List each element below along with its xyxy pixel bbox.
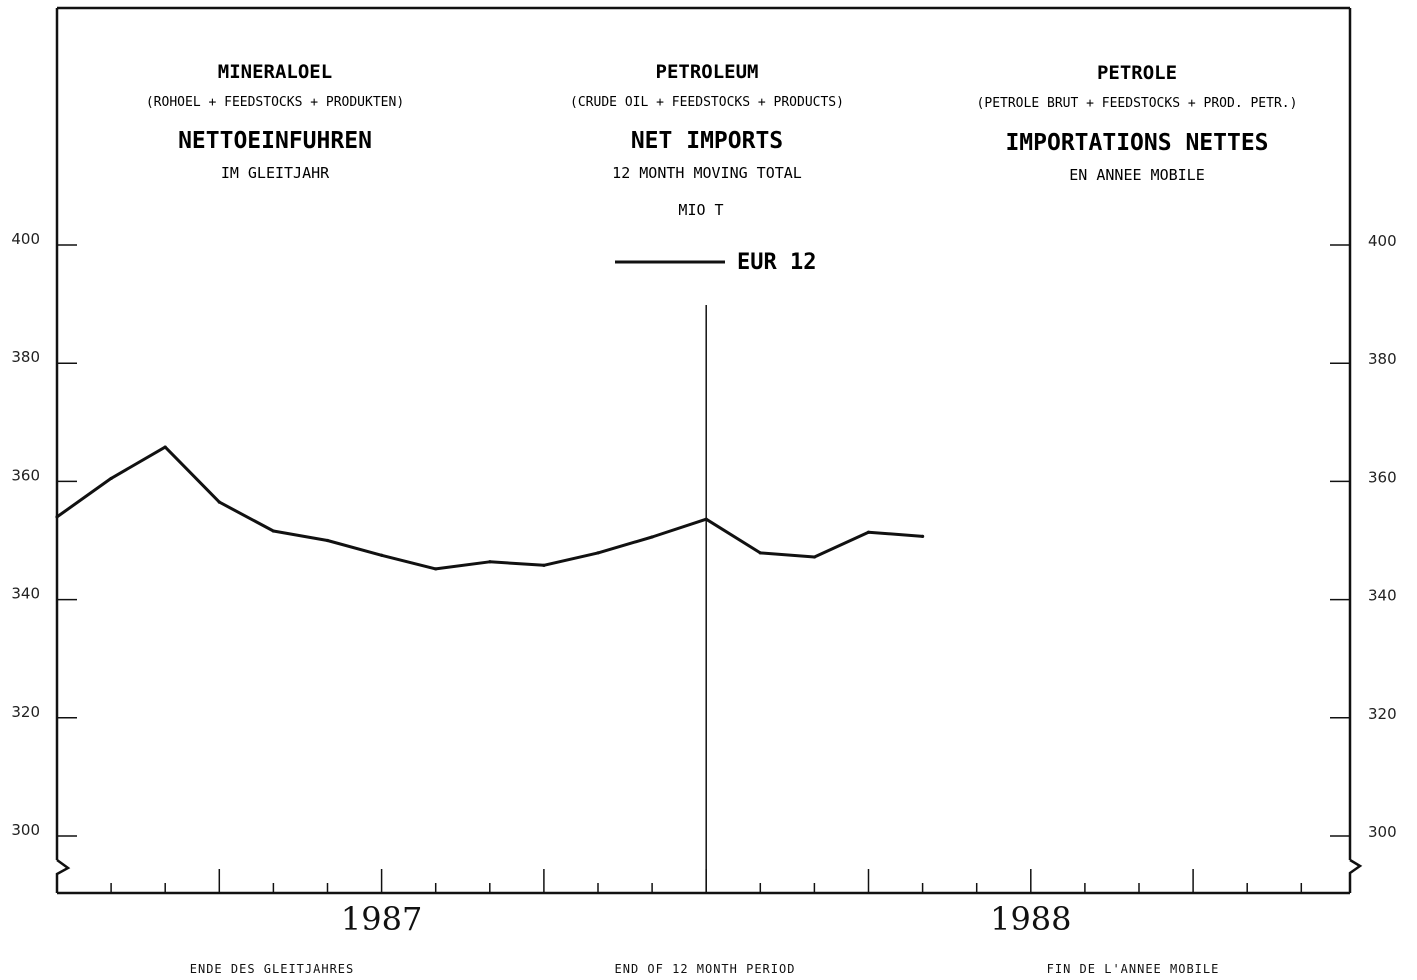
header-fr-title: PETROLE — [1097, 62, 1177, 84]
header-de-subtitle: (ROHOEL + FEEDSTOCKS + PRODUKTEN) — [146, 95, 404, 110]
footer-de: ENDE DES GLEITJAHRES — [190, 962, 355, 976]
y-axis-left: 300 320 340 360 380 400 — [11, 230, 77, 839]
y-tick-label-left-300: 300 — [11, 821, 40, 839]
data-point — [542, 563, 546, 567]
header-en-period: 12 MONTH MOVING TOTAL — [612, 164, 802, 182]
data-point — [921, 534, 925, 538]
footer: ENDE DES GLEITJAHRES END OF 12 MONTH PER… — [190, 962, 1220, 976]
data-point — [650, 535, 654, 539]
y-tick-label-left-320: 320 — [11, 703, 40, 721]
header-de-period: IM GLEITJAHR — [221, 164, 330, 182]
header-en-title: PETROLEUM — [656, 61, 759, 83]
header-french: PETROLE (PETROLE BRUT + FEEDSTOCKS + PRO… — [977, 62, 1298, 184]
x-year-label-1988: 1988 — [990, 900, 1071, 938]
data-point — [704, 517, 708, 521]
y-tick-label-right-320: 320 — [1368, 705, 1397, 723]
data-point — [271, 529, 275, 533]
data-point — [109, 476, 113, 481]
data-point — [866, 530, 871, 534]
legend: EUR 12 — [615, 250, 816, 275]
y-tick-label-right-400: 400 — [1368, 232, 1397, 250]
y-tick-label-left-340: 340 — [11, 585, 40, 603]
unit-label: MIO T — [678, 201, 723, 219]
y-axis-right: 300 320 340 360 380 400 — [1330, 232, 1397, 841]
header-de-heading: NETTOEINFUHREN — [178, 128, 372, 154]
chart-frame — [55, 6, 1363, 895]
y-tick-label-right-340: 340 — [1368, 587, 1397, 605]
data-point — [434, 567, 438, 571]
header-fr-heading: IMPORTATIONS NETTES — [1005, 130, 1268, 156]
data-point — [163, 445, 167, 449]
y-tick-label-right-380: 380 — [1368, 350, 1397, 368]
header-german: MINERALOEL (ROHOEL + FEEDSTOCKS + PRODUK… — [146, 61, 404, 182]
data-point — [380, 553, 384, 557]
header-fr-period: EN ANNEE MOBILE — [1069, 166, 1204, 184]
header-fr-subtitle: (PETROLE BRUT + FEEDSTOCKS + PROD. PETR.… — [977, 96, 1298, 111]
y-tick-label-right-360: 360 — [1368, 468, 1397, 486]
y-tick-label-right-300: 300 — [1368, 823, 1397, 841]
header-en-subtitle: (CRUDE OIL + FEEDSTOCKS + PRODUCTS) — [570, 95, 844, 110]
data-point — [812, 555, 817, 559]
x-axis: 1987 1988 — [110, 869, 1303, 938]
series-line-0 — [56, 445, 923, 571]
data-point — [55, 515, 59, 519]
header-de-title: MINERALOEL — [218, 61, 332, 83]
data-point — [217, 500, 221, 504]
data-point — [596, 551, 600, 555]
footer-en: END OF 12 MONTH PERIOD — [615, 962, 796, 976]
header-english: PETROLEUM (CRUDE OIL + FEEDSTOCKS + PROD… — [570, 61, 844, 219]
series-layer — [55, 445, 925, 571]
header-en-heading: NET IMPORTS — [631, 128, 783, 154]
y-tick-label-left-400: 400 — [11, 230, 40, 248]
data-point — [325, 538, 330, 543]
y-tick-label-left-360: 360 — [11, 466, 40, 484]
y-tick-label-left-380: 380 — [11, 348, 40, 366]
legend-series-label: EUR 12 — [737, 250, 816, 275]
footer-fr: FIN DE L'ANNEE MOBILE — [1047, 962, 1220, 976]
data-point — [488, 560, 492, 564]
x-year-label-1987: 1987 — [341, 900, 422, 938]
data-point — [758, 551, 762, 555]
